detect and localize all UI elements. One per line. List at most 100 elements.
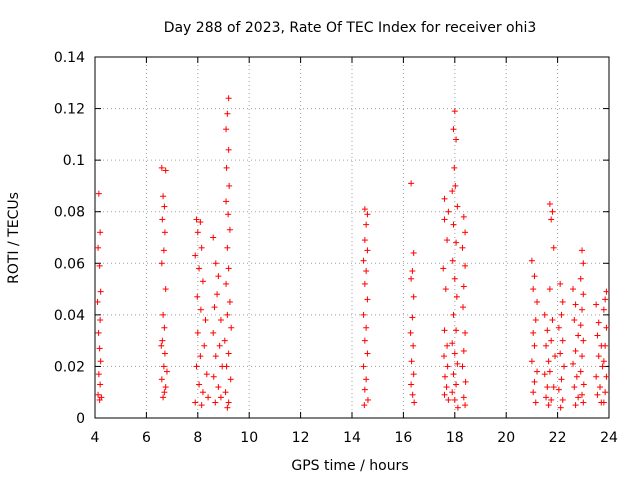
data-point [411,399,418,406]
data-point [410,249,417,256]
data-point [363,268,370,275]
data-point [193,363,200,370]
data-point [460,213,467,220]
data-point [603,324,610,331]
data-point [543,394,550,401]
y-tick-label: 0.12 [54,102,85,118]
data-point [409,391,416,398]
data-point [97,358,104,365]
data-point [197,306,204,313]
data-point [450,221,457,228]
data-point [595,353,602,360]
data-point [223,198,230,205]
data-point [212,399,219,406]
data-point [192,399,199,406]
data-point [462,229,469,236]
data-point [449,389,456,396]
data-point [217,394,224,401]
data-point [94,298,101,305]
data-point [559,396,566,403]
data-point [603,288,610,295]
data-point [580,399,587,406]
data-point [158,376,165,383]
data-point [444,342,451,349]
data-point [224,404,231,411]
data-point [550,244,557,251]
data-point [161,203,168,210]
data-point [579,391,586,398]
data-point [228,324,235,331]
data-point [528,358,535,365]
data-point [212,353,219,360]
data-point [223,164,230,171]
data-point [571,317,578,324]
data-point [577,275,584,282]
data-point [579,353,586,360]
data-point [364,247,371,254]
x-tick-label: 14 [343,430,361,446]
data-point [197,219,204,226]
data-point [225,211,232,218]
grid [95,57,609,418]
data-point [192,252,199,259]
data-point [363,376,370,383]
data-point [600,358,607,365]
data-point [561,363,568,370]
data-point [197,353,204,360]
data-point [361,237,368,244]
data-point [96,345,103,352]
data-point [160,193,167,200]
data-point [570,360,577,367]
data-point [161,389,168,396]
data-point [532,399,539,406]
data-point [217,317,224,324]
data-point [557,404,564,411]
data-point [410,371,417,378]
data-point [449,188,456,195]
data-point [597,384,604,391]
data-point [546,286,553,293]
data-point [225,265,232,272]
data-point [449,257,456,264]
data-point [544,327,551,334]
data-point [460,347,467,354]
data-point [198,402,205,409]
data-point [450,371,457,378]
data-point [579,247,586,254]
data-point [460,304,467,311]
data-point [571,384,578,391]
data-point [459,363,466,370]
y-tick-label: 0 [76,411,85,427]
data-point [162,286,169,293]
data-point [575,394,582,401]
data-point [575,332,582,339]
data-point [160,363,167,370]
data-point [364,350,371,357]
data-point [441,216,448,223]
data-point [364,296,371,303]
data-point [227,376,234,383]
data-point [224,110,231,117]
data-point [580,291,587,298]
data-point [224,244,231,251]
data-points [94,95,610,411]
data-point [454,203,461,210]
data-point [442,286,449,293]
data-point [557,350,564,357]
y-tick-label: 0.08 [54,205,85,221]
y-tick-label: 0.1 [63,153,85,169]
data-point [408,180,415,187]
data-point [222,389,229,396]
data-point [158,260,165,267]
data-point [541,371,548,378]
data-point [541,311,548,318]
data-point [160,247,167,254]
data-point [443,384,450,391]
data-point [361,402,368,409]
data-point [531,342,538,349]
data-point [202,317,209,324]
data-point [593,301,600,308]
data-point [410,342,417,349]
data-point [570,286,577,293]
